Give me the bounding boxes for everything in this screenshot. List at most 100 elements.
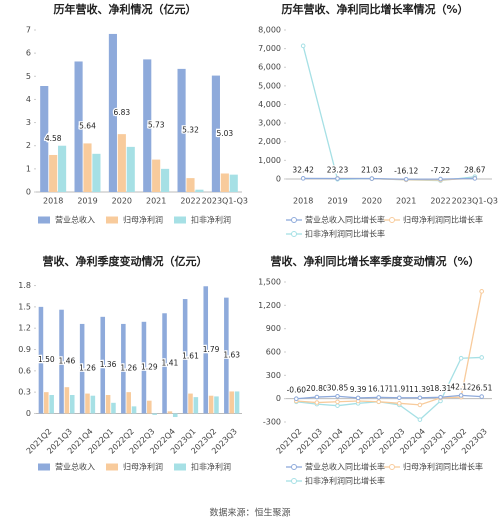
data-label: 1.26	[79, 364, 96, 373]
bar	[141, 321, 147, 414]
x-tick-label: 2021	[146, 197, 166, 206]
point	[314, 400, 320, 405]
legend-swatch	[291, 217, 297, 223]
bar	[220, 173, 229, 192]
data-label: 1.79	[203, 345, 220, 354]
legend-swatch	[174, 463, 186, 471]
x-tick-label: 2019	[77, 197, 97, 206]
data-label: 1.36	[100, 360, 117, 369]
y-tick-label: -300	[263, 418, 281, 427]
data-label: -0.60	[287, 386, 307, 395]
y-tick-label: 0.3	[18, 388, 31, 397]
data-label: 4.58	[45, 134, 62, 143]
legend-swatch	[38, 216, 50, 224]
y-tick-label: 5	[26, 72, 31, 81]
y-tick-label: 600	[266, 348, 281, 357]
y-tick-label: 4,000	[258, 100, 281, 109]
bar	[152, 413, 157, 415]
data-label: 32.42	[292, 165, 314, 174]
data-label: 11.91	[389, 385, 411, 394]
point	[417, 395, 423, 401]
line	[296, 394, 482, 400]
legend-label: 扣非净利润	[191, 462, 231, 472]
bar	[92, 153, 101, 192]
bar	[211, 75, 220, 192]
bar	[44, 392, 49, 414]
bar	[172, 413, 178, 418]
bar	[229, 174, 238, 192]
line	[302, 45, 475, 182]
point	[355, 395, 361, 401]
bar	[195, 189, 204, 192]
x-tick-label: 2022	[430, 197, 450, 206]
data-label: 23.23	[327, 166, 349, 175]
bar	[167, 411, 173, 414]
x-tick-label: 2021	[396, 197, 416, 206]
y-tick-label: 2	[26, 141, 31, 150]
chart-panel: 历年营收、净利情况（亿元） 0 1 2 3 4 5 6 7 2018 2019 2020 2021 202…	[26, 2, 248, 225]
bar	[117, 134, 126, 192]
y-tick-label: 0	[276, 174, 281, 183]
data-label: 1.29	[141, 363, 158, 372]
bar	[121, 323, 126, 414]
legend-swatch	[174, 216, 186, 224]
data-label: 18.31	[430, 384, 452, 393]
bar	[161, 168, 170, 192]
point	[438, 394, 443, 400]
point	[479, 394, 485, 399]
line	[303, 177, 475, 180]
point	[417, 417, 423, 422]
data-label: 5.64	[79, 122, 96, 131]
bar	[152, 159, 161, 192]
bar	[49, 154, 58, 192]
point	[472, 176, 478, 181]
legend-swatch	[291, 478, 297, 484]
data-label: 16.17	[368, 384, 390, 393]
y-tick-label: 6	[26, 49, 31, 58]
chart-title: 营收、净利同比增长率季度变动情况（%）	[270, 254, 479, 268]
bar	[147, 400, 152, 414]
bar	[162, 313, 167, 414]
legend-label: 营业总收入同比增长率	[305, 215, 385, 225]
y-tick-label: 7,000	[258, 44, 281, 53]
bar	[79, 323, 85, 414]
x-tick-label: 2019	[327, 197, 347, 206]
point	[300, 43, 306, 49]
y-tick-label: 0	[276, 394, 281, 403]
data-label: 30.85	[327, 383, 349, 392]
data-label: 1.26	[120, 364, 137, 373]
point	[479, 355, 485, 360]
bar	[105, 394, 111, 414]
bar	[38, 306, 44, 414]
bar	[64, 387, 70, 414]
bar	[234, 391, 240, 414]
legend-swatch	[389, 464, 395, 470]
point	[403, 176, 409, 182]
point	[314, 394, 320, 400]
legend-label: 扣非净利润同比增长率	[305, 229, 385, 239]
point	[417, 402, 423, 408]
point	[458, 393, 464, 398]
y-tick-label: 5,000	[258, 81, 281, 90]
x-tick-label: 2020	[362, 197, 382, 206]
bar	[90, 395, 96, 414]
bar	[85, 393, 90, 414]
bar	[131, 406, 137, 414]
point	[369, 176, 375, 181]
bar	[58, 145, 67, 192]
bar	[49, 394, 54, 414]
y-tick-label: 1.8	[18, 281, 31, 290]
data-label: 5.32	[182, 125, 199, 134]
data-label: 5.03	[216, 129, 233, 138]
data-label: 1.46	[59, 357, 76, 366]
legend-label: 扣非净利润	[191, 215, 231, 225]
legend-label: 营业总收入	[55, 215, 95, 225]
y-tick-label: 0.9	[18, 345, 31, 354]
point	[397, 395, 402, 401]
bar	[100, 316, 106, 414]
line	[296, 356, 482, 421]
data-label: 42.12	[450, 382, 472, 391]
bar	[83, 143, 92, 192]
legend-swatch	[389, 217, 395, 223]
